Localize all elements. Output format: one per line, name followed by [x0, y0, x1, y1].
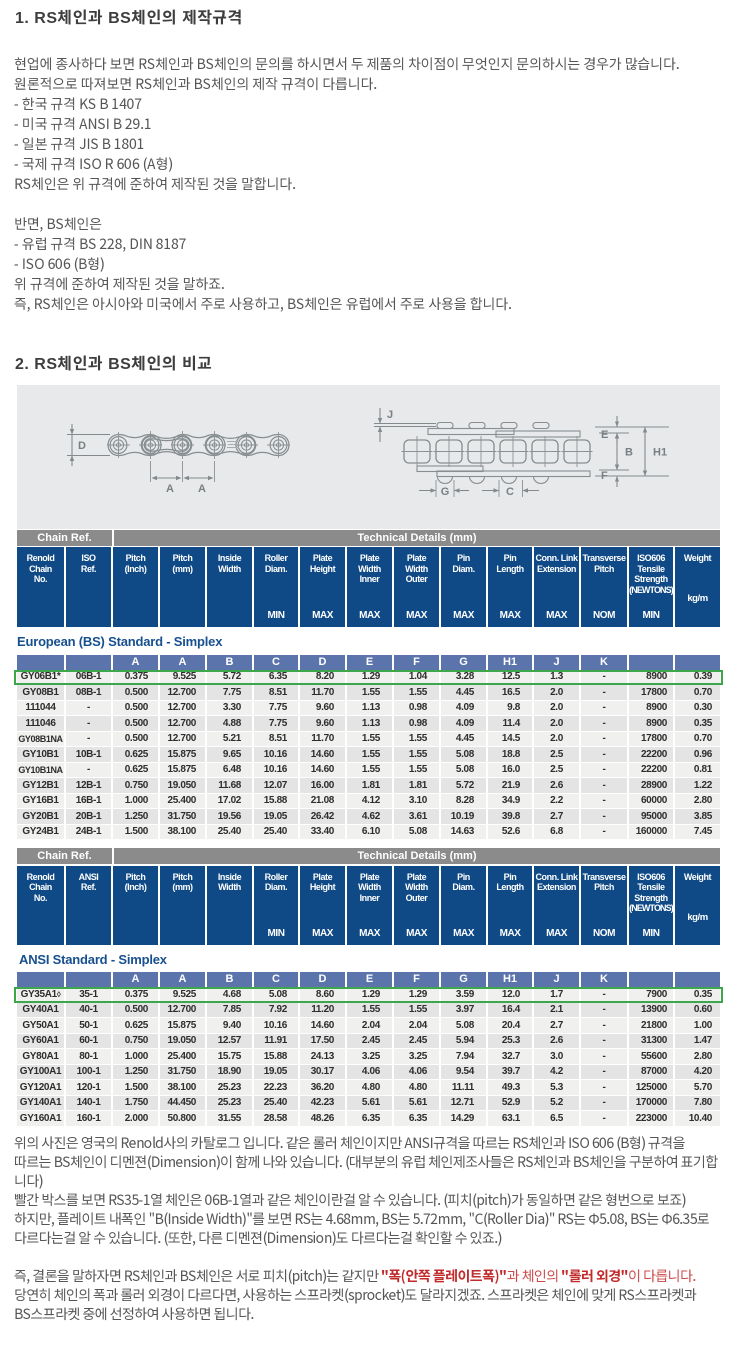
svg-text:D: D — [78, 440, 86, 452]
svg-text:A: A — [166, 483, 174, 495]
svg-text:H1: H1 — [653, 447, 667, 459]
svg-text:C: C — [506, 486, 514, 498]
svg-text:A: A — [198, 483, 206, 495]
svg-text:E: E — [601, 429, 608, 441]
svg-text:J: J — [387, 409, 393, 421]
svg-text:B: B — [625, 447, 633, 459]
svg-text:F: F — [601, 470, 608, 482]
svg-text:G: G — [441, 486, 450, 498]
